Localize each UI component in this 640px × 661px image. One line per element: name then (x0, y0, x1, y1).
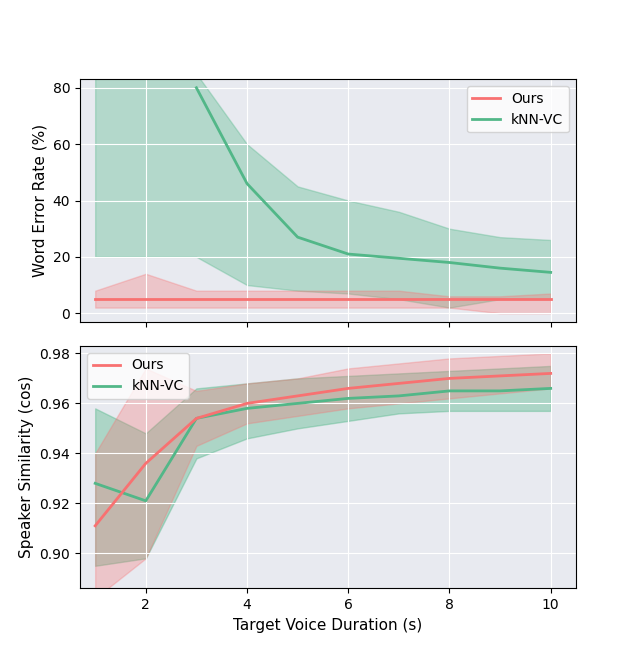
Legend: Ours, kNN-VC: Ours, kNN-VC (467, 87, 569, 132)
Y-axis label: Word Error Rate (%): Word Error Rate (%) (32, 124, 47, 277)
X-axis label: Target Voice Duration (s): Target Voice Duration (s) (234, 617, 422, 633)
Legend: Ours, kNN-VC: Ours, kNN-VC (87, 353, 189, 399)
Y-axis label: Speaker Similarity (cos): Speaker Similarity (cos) (19, 376, 34, 559)
